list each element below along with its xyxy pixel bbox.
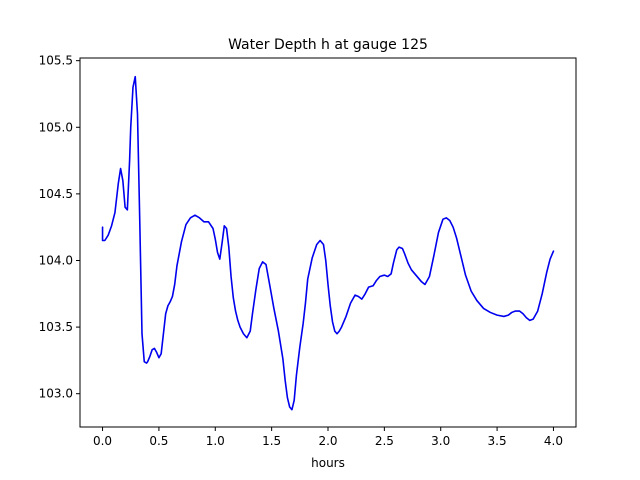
y-tick-label: 105.0 [39, 120, 73, 134]
x-tick-label: 0.5 [149, 434, 168, 448]
x-tick-label: 1.5 [262, 434, 281, 448]
x-tick-label: 0.0 [93, 434, 112, 448]
y-tick-label: 103.5 [39, 320, 73, 334]
y-tick-label: 104.0 [39, 253, 73, 267]
y-tick-label: 104.5 [39, 187, 73, 201]
series-line-water-depth [101, 75, 555, 411]
x-tick-label: 4.0 [544, 434, 563, 448]
x-axis: 0.0 0.5 1.0 1.5 2.0 2.5 3.0 3.5 4.0 [93, 427, 563, 448]
x-tick-label: 1.0 [206, 434, 225, 448]
chart-title: Water Depth h at gauge 125 [228, 37, 428, 53]
y-tick-label: 105.5 [39, 54, 73, 68]
x-axis-label: hours [311, 456, 345, 470]
x-tick-label: 2.5 [375, 434, 394, 448]
x-tick-label: 3.5 [488, 434, 507, 448]
y-axis: 103.0 103.5 104.0 104.5 105.0 105.5 [39, 54, 80, 401]
x-tick-label: 3.0 [431, 434, 450, 448]
x-tick-label: 2.0 [318, 434, 337, 448]
y-tick-label: 103.0 [39, 387, 73, 401]
